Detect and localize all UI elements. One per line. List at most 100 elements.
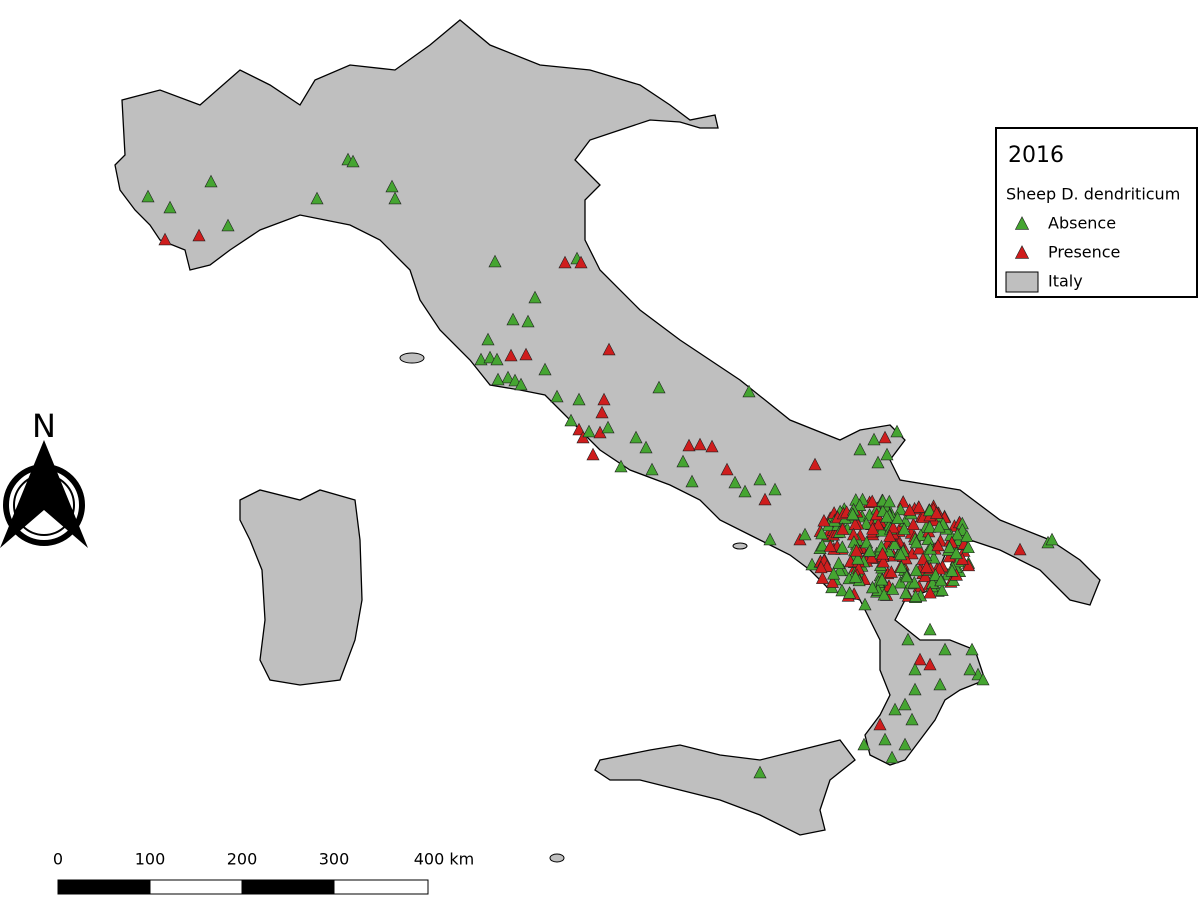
triangle	[933, 677, 947, 691]
triangle	[899, 586, 913, 599]
triangle	[891, 511, 905, 524]
triangle	[867, 432, 881, 446]
triangle	[894, 560, 909, 573]
triangle	[572, 422, 586, 436]
triangle	[905, 712, 919, 726]
triangle	[909, 589, 923, 602]
triangle	[962, 558, 976, 572]
triangle	[883, 529, 897, 542]
triangle	[876, 554, 890, 568]
triangle	[863, 544, 877, 557]
triangle	[501, 370, 515, 384]
triangle	[682, 438, 696, 452]
triangle	[601, 420, 615, 434]
triangle	[894, 547, 908, 561]
triangle	[192, 228, 206, 242]
triangle	[851, 552, 865, 565]
scale-label: 300	[319, 850, 350, 869]
triangle	[814, 560, 828, 574]
legend-label: Italy	[1048, 272, 1083, 291]
triangle	[928, 568, 943, 581]
triangle	[885, 750, 899, 764]
triangle	[758, 492, 772, 506]
triangle	[960, 529, 974, 542]
triangle	[481, 332, 495, 346]
triangle	[614, 459, 628, 473]
triangle	[685, 474, 699, 488]
triangle	[521, 314, 535, 328]
triangle	[582, 424, 596, 438]
sicily	[594, 739, 856, 836]
triangle	[932, 519, 946, 533]
triangle	[823, 539, 837, 552]
triangle	[882, 494, 896, 508]
triangle	[849, 543, 863, 557]
legend: 2016 Sheep D. dendriticum Absence Presenc…	[995, 127, 1198, 298]
triangle	[538, 362, 552, 376]
triangle	[827, 567, 841, 580]
triangle	[163, 200, 177, 214]
triangle	[878, 430, 892, 444]
triangle	[742, 384, 756, 398]
triangle	[875, 572, 889, 586]
triangle	[204, 174, 218, 188]
triangle	[858, 597, 872, 611]
triangle	[875, 546, 890, 560]
triangle	[385, 179, 399, 193]
triangle	[1013, 542, 1027, 556]
triangle	[853, 498, 867, 512]
triangle	[753, 472, 767, 486]
triangle	[849, 570, 863, 583]
triangle	[1045, 532, 1059, 546]
italy-land	[114, 19, 1101, 863]
triangle	[912, 500, 926, 513]
sardinia	[239, 489, 363, 686]
triangle	[906, 517, 920, 531]
triangle	[912, 541, 926, 555]
triangle	[629, 430, 643, 444]
triangle	[221, 218, 235, 232]
triangle	[597, 392, 611, 406]
island	[549, 853, 565, 863]
triangle	[908, 662, 922, 676]
triangle	[676, 454, 690, 468]
triangle	[976, 672, 990, 686]
triangle	[817, 514, 831, 527]
triangle	[483, 350, 497, 364]
triangle	[506, 312, 520, 326]
elba	[399, 352, 425, 364]
triangle	[835, 583, 849, 597]
triangle	[923, 657, 937, 671]
triangle	[846, 507, 860, 520]
triangle	[949, 546, 963, 559]
triangle	[898, 737, 912, 751]
triangle	[909, 535, 923, 549]
scale-bar: 0 100 200 300 400 km	[53, 850, 474, 895]
triangle	[558, 255, 572, 269]
triangle	[595, 405, 609, 419]
triangle	[871, 455, 885, 469]
triangle	[931, 538, 945, 552]
triangle	[815, 538, 829, 552]
triangle	[923, 585, 937, 599]
triangle	[504, 348, 518, 362]
triangle	[815, 571, 830, 584]
triangle	[645, 462, 659, 476]
triangle	[920, 560, 934, 573]
triangle	[938, 642, 952, 656]
triangle	[310, 191, 324, 205]
triangle	[930, 506, 944, 519]
triangle	[886, 582, 900, 595]
triangle	[768, 482, 782, 496]
triangle	[908, 682, 922, 696]
triangle	[488, 254, 502, 268]
triangle	[943, 540, 957, 554]
triangle	[913, 652, 927, 666]
triangle	[1014, 245, 1030, 259]
triangle	[945, 564, 959, 577]
triangle	[921, 532, 935, 545]
triangle	[843, 586, 857, 599]
triangle	[923, 520, 937, 533]
triangle	[728, 475, 742, 489]
legend-items: Absence Presence	[1014, 214, 1120, 262]
